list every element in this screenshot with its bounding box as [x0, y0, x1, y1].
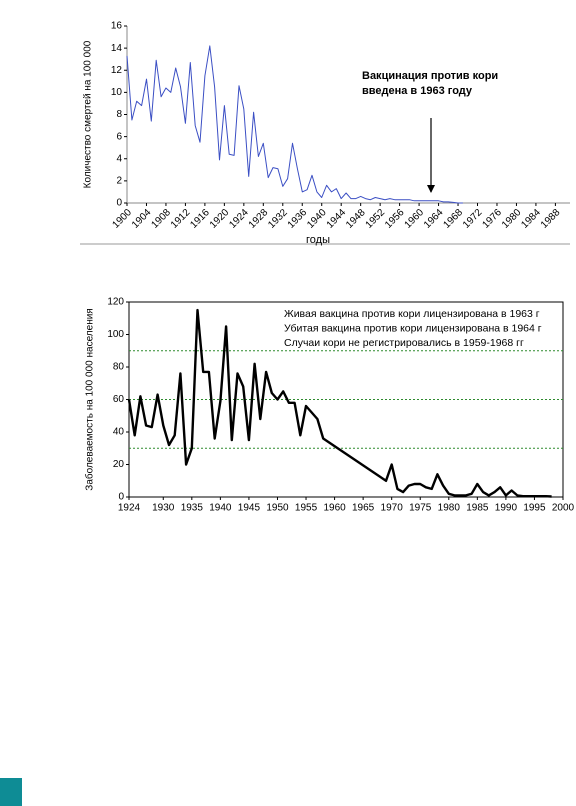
x-tick-label: 1952 — [364, 207, 388, 231]
arrow-head — [427, 185, 435, 193]
x-tick-label: 1928 — [247, 207, 271, 231]
x-tick-label: 1916 — [188, 207, 212, 231]
y-tick-label: 60 — [113, 394, 125, 405]
x-tick-label: 1956 — [383, 207, 407, 231]
y-tick-label: 10 — [111, 87, 123, 98]
x-tick-label: 1985 — [466, 503, 489, 514]
x-tick-label: 1980 — [438, 503, 461, 514]
y-tick-label: 120 — [107, 297, 124, 308]
annotation: введена в 1963 году — [362, 85, 473, 97]
y-axis-title: Заболеваемость на 100 000 населения — [84, 308, 96, 490]
x-tick-label: 1932 — [266, 207, 290, 231]
y-axis-title: Количество смертей на 100 000 — [83, 40, 94, 188]
y-tick-label: 80 — [113, 362, 125, 373]
x-tick-label: 1912 — [169, 207, 193, 231]
y-tick-label: 6 — [116, 131, 122, 142]
y-tick-label: 14 — [111, 43, 123, 54]
y-tick-label: 40 — [113, 427, 125, 438]
x-tick-label: 1964 — [422, 207, 446, 231]
y-tick-label: 0 — [118, 492, 124, 503]
x-tick-label: 1965 — [352, 503, 375, 514]
x-axis-title: годы — [306, 234, 330, 246]
x-tick-label: 1960 — [323, 503, 346, 514]
x-tick-label: 1984 — [519, 207, 543, 231]
x-tick-label: 1970 — [381, 503, 404, 514]
y-tick-label: 0 — [116, 198, 122, 209]
x-tick-label: 1988 — [539, 207, 563, 231]
y-tick-label: 4 — [116, 153, 122, 164]
x-tick-label: 1990 — [495, 503, 518, 514]
y-tick-label: 100 — [107, 329, 124, 340]
y-tick-label: 12 — [111, 65, 123, 76]
x-tick-label: 1940 — [305, 207, 329, 231]
annotation: Живая вакцина против кори лицензирована … — [284, 308, 540, 320]
y-tick-label: 16 — [111, 21, 123, 32]
annotation: Вакцинация против кори — [362, 70, 498, 82]
data-line — [127, 308, 552, 498]
x-tick-label: 1935 — [181, 503, 204, 514]
x-tick-label: 1924 — [227, 207, 251, 231]
x-tick-label: 1945 — [238, 503, 261, 514]
y-tick-label: 8 — [116, 109, 122, 120]
y-tick-label: 20 — [113, 459, 125, 470]
x-tick-label: 1908 — [149, 207, 173, 231]
x-tick-label: 1972 — [461, 207, 485, 231]
annotation: Убитая вакцина против кори лицензирована… — [284, 322, 542, 334]
y-tick-label: 2 — [116, 176, 122, 187]
data-line — [126, 45, 463, 204]
x-tick-label: 1900 — [110, 207, 134, 231]
annotation: Случаи кори не регистрировались в 1959-1… — [284, 337, 524, 349]
x-tick-label: 1920 — [208, 207, 232, 231]
x-tick-label: 1930 — [152, 503, 175, 514]
x-tick-label: 1904 — [130, 207, 154, 231]
x-tick-label: 1944 — [325, 207, 349, 231]
x-tick-label: 1976 — [480, 207, 504, 231]
x-tick-label: 1948 — [344, 207, 368, 231]
x-tick-label: 1950 — [266, 503, 289, 514]
x-tick-label: 1940 — [209, 503, 232, 514]
x-tick-label: 1968 — [442, 207, 466, 231]
x-tick-label: 1924 — [118, 503, 141, 514]
x-tick-label: 1936 — [286, 207, 310, 231]
x-tick-label: 1995 — [523, 503, 546, 514]
corner-block — [0, 778, 22, 806]
x-tick-label: 1980 — [500, 207, 524, 231]
x-tick-label: 1955 — [295, 503, 318, 514]
x-tick-label: 2000 — [552, 503, 575, 514]
x-tick-label: 1975 — [409, 503, 432, 514]
x-tick-label: 1960 — [403, 207, 427, 231]
